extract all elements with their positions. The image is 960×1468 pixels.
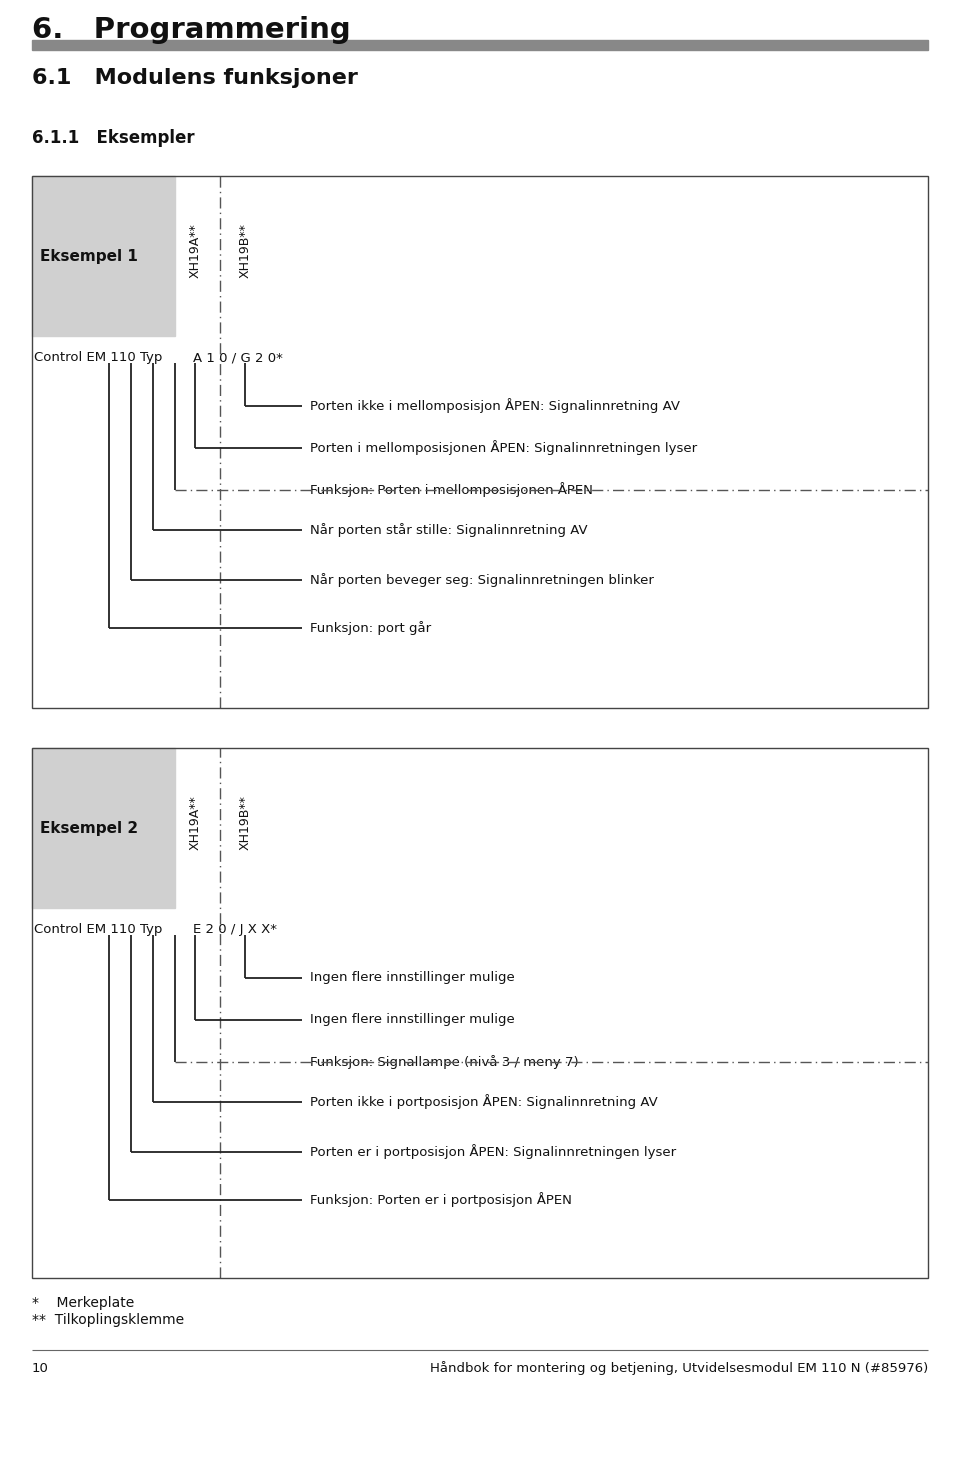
Text: XH19B**: XH19B** <box>238 223 252 279</box>
Bar <box>32 176 928 708</box>
Text: Når porten står stille: Signalinnretning AV: Når porten står stille: Signalinnretning… <box>310 523 588 537</box>
Text: Porten er i portposisjon ÅPEN: Signalinnretningen lyser: Porten er i portposisjon ÅPEN: Signalinn… <box>310 1145 676 1160</box>
Text: Ingen flere innstillinger mulige: Ingen flere innstillinger mulige <box>310 972 515 985</box>
Text: Porten ikke i mellomposisjon ÅPEN: Signalinnretning AV: Porten ikke i mellomposisjon ÅPEN: Signa… <box>310 398 680 414</box>
Text: Porten i mellomposisjonen ÅPEN: Signalinnretningen lyser: Porten i mellomposisjonen ÅPEN: Signalin… <box>310 440 697 455</box>
Text: Funksjon: Porten er i portposisjon ÅPEN: Funksjon: Porten er i portposisjon ÅPEN <box>310 1192 572 1208</box>
Bar <box>32 40 928 50</box>
Text: Funksjon: Signallampe (nivå 3 / meny 7): Funksjon: Signallampe (nivå 3 / meny 7) <box>310 1055 579 1069</box>
Text: Eksempel 2: Eksempel 2 <box>40 821 138 835</box>
Text: 6.1   Modulens funksjoner: 6.1 Modulens funksjoner <box>32 68 358 88</box>
Text: 6.1.1   Eksempler: 6.1.1 Eksempler <box>32 129 195 147</box>
Text: Control EM 110 Typ: Control EM 110 Typ <box>34 351 162 364</box>
Bar <box>32 176 175 336</box>
Text: Eksempel 1: Eksempel 1 <box>40 248 138 263</box>
Text: 10: 10 <box>32 1361 49 1374</box>
Bar <box>32 749 175 909</box>
Text: Porten ikke i portposisjon ÅPEN: Signalinnretning AV: Porten ikke i portposisjon ÅPEN: Signali… <box>310 1095 658 1110</box>
Text: Control EM 110 Typ: Control EM 110 Typ <box>34 923 162 937</box>
Text: XH19B**: XH19B** <box>238 796 252 850</box>
Text: Funksjon: port går: Funksjon: port går <box>310 621 431 636</box>
Text: *    Merkeplate: * Merkeplate <box>32 1296 134 1309</box>
Text: XH19A**: XH19A** <box>188 796 202 850</box>
Text: E 2 0 / J X X*: E 2 0 / J X X* <box>193 923 277 937</box>
Text: Håndbok for montering og betjening, Utvidelsesmodul EM 110 N (#85976): Håndbok for montering og betjening, Utvi… <box>430 1361 928 1376</box>
Text: A 1 0 / G 2 0*: A 1 0 / G 2 0* <box>193 351 283 364</box>
Text: 6.   Programmering: 6. Programmering <box>32 16 350 44</box>
Text: XH19A**: XH19A** <box>188 223 202 279</box>
Text: Når porten beveger seg: Signalinnretningen blinker: Når porten beveger seg: Signalinnretning… <box>310 573 654 587</box>
Text: **  Tilkoplingsklemme: ** Tilkoplingsklemme <box>32 1312 184 1327</box>
Text: Ingen flere innstillinger mulige: Ingen flere innstillinger mulige <box>310 1013 515 1026</box>
Bar <box>32 749 928 1279</box>
Text: Funksjon: Porten i mellomposisjonen ÅPEN: Funksjon: Porten i mellomposisjonen ÅPEN <box>310 483 593 498</box>
